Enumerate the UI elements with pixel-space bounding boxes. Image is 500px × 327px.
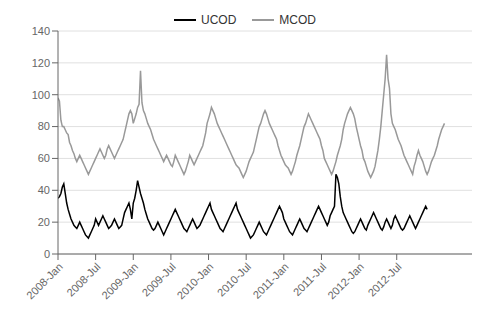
svg-text:2010-Jan: 2010-Jan xyxy=(175,260,216,301)
svg-text:2008-Jul: 2008-Jul xyxy=(64,260,102,298)
html-text:UCOD: UCOD xyxy=(201,13,237,27)
svg-text:140: 140 xyxy=(32,25,50,37)
svg-text:2009-Jan: 2009-Jan xyxy=(99,260,140,301)
svg-text:20: 20 xyxy=(38,216,50,228)
svg-text:2009-Jul: 2009-Jul xyxy=(140,260,178,298)
svg-text:80: 80 xyxy=(38,120,50,132)
svg-text:2008-Jan: 2008-Jan xyxy=(24,260,65,301)
svg-text:2011-Jan: 2011-Jan xyxy=(250,260,290,300)
svg-text:0: 0 xyxy=(44,248,50,260)
svg-text:2012-Jul: 2012-Jul xyxy=(365,260,403,298)
html-text:MCOD: MCOD xyxy=(279,13,316,27)
svg-text:40: 40 xyxy=(38,184,50,196)
svg-text:2012-Jan: 2012-Jan xyxy=(325,260,366,301)
svg-text:100: 100 xyxy=(32,89,50,101)
svg-text:120: 120 xyxy=(32,57,50,69)
svg-text:60: 60 xyxy=(38,152,50,164)
svg-text:2011-Jul: 2011-Jul xyxy=(291,260,329,298)
svg-text:2010-Jul: 2010-Jul xyxy=(215,260,253,298)
